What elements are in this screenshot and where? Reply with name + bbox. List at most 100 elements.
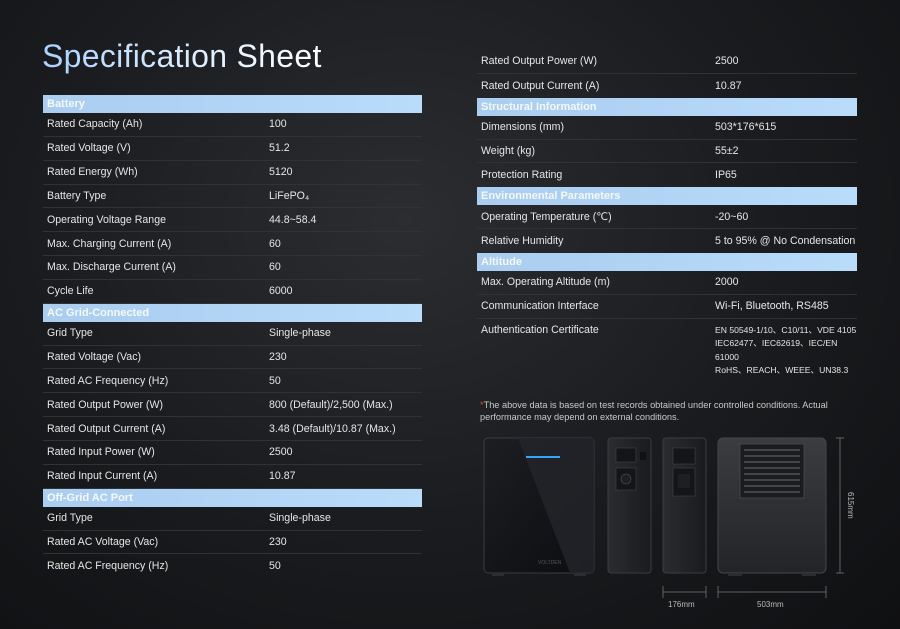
spec-label: Rated AC Frequency (Hz) <box>47 374 169 387</box>
spec-row: Relative Humidity 5 to 95% @ No Condensat… <box>477 229 857 253</box>
spec-label: Protection Rating <box>481 169 563 182</box>
depth-dimension: 176mm <box>662 586 707 609</box>
note-text: The above data is based on test records … <box>480 400 828 422</box>
spec-row: Rated Output Power (W) 800 (Default)/2,50… <box>43 393 422 418</box>
spec-label: Rated Output Power (W) <box>47 398 163 411</box>
spec-row: Protection Rating IP65 <box>477 163 857 187</box>
spec-row: Dimensions (mm) 503*176*615 <box>477 116 857 140</box>
spec-label: Rated Energy (Wh) <box>47 166 138 179</box>
spec-value: 503*176*615 <box>715 121 777 134</box>
spec-row: Cycle Life 6000 <box>43 280 422 304</box>
certificate-line: EN 50549-1/10、C10/11、VDE 4105 <box>715 324 857 335</box>
spec-value: 50 <box>269 560 281 573</box>
spec-label: Max. Operating Altitude (m) <box>481 276 610 289</box>
spec-row: Rated Output Current (A) 3.48 (Default)/1… <box>43 417 422 441</box>
spec-row: Rated Voltage (Vac) 230 <box>43 346 422 370</box>
certificate-list: EN 50549-1/10、C10/11、VDE 4105 IEC62477、I… <box>715 324 857 378</box>
spec-label: Battery Type <box>47 189 107 202</box>
spec-row: Max. Charging Current (A) 60 <box>43 232 422 257</box>
spec-row: Grid Type Single-phase <box>43 322 422 346</box>
page-title: Specification Sheet <box>42 38 322 74</box>
note-asterisk: * <box>480 400 484 410</box>
spec-label: Rated Output Current (A) <box>47 422 166 435</box>
spec-row: Communication Interface Wi-Fi, Bluetooth,… <box>477 295 857 319</box>
spec-value: LiFePO₄ <box>269 189 310 202</box>
spec-value: 100 <box>269 118 287 131</box>
section-header-environmental: Environmental Parameters <box>477 187 857 206</box>
spec-label: Grid Type <box>47 512 93 525</box>
width-dimension: 503mm <box>717 586 827 609</box>
spec-label: Rated AC Frequency (Hz) <box>47 560 169 573</box>
spec-row: Rated Voltage (V) 51.2 <box>43 137 422 161</box>
spec-label: Cycle Life <box>47 285 94 298</box>
spec-value: 10.87 <box>269 470 296 483</box>
section-header-battery: Battery <box>43 95 422 113</box>
spec-value: 230 <box>269 535 287 548</box>
section-header-off-grid: Off-Grid AC Port <box>43 488 422 507</box>
spec-value: 51.2 <box>269 142 290 155</box>
spec-row: Rated Input Current (A) 10.87 <box>43 465 422 489</box>
spec-value: 60 <box>269 237 281 250</box>
spec-label: Relative Humidity <box>481 234 564 247</box>
height-dimension: 615mm <box>836 437 855 574</box>
spec-label: Rated AC Voltage (Vac) <box>47 535 159 548</box>
brand-logo: VOLTDEN <box>538 560 562 566</box>
spec-value: 5 to 95% @ No Condensation <box>715 234 856 247</box>
back-view-unit <box>717 437 827 576</box>
spec-label: Rated Input Power (W) <box>47 446 155 459</box>
spec-value: 50 <box>269 374 281 387</box>
product-illustration: VOLTDEN 615mm <box>483 437 855 609</box>
spec-label: Max. Charging Current (A) <box>47 237 172 250</box>
spec-row: Weight (kg) 55±2 <box>477 140 857 164</box>
spec-row: Max. Discharge Current (A) 60 <box>43 256 422 280</box>
section-header-altitude: Altitude <box>477 252 857 271</box>
spec-value: 6000 <box>269 285 293 298</box>
spec-row: Grid Type Single-phase <box>43 507 422 531</box>
spec-label: Rated Capacity (Ah) <box>47 118 143 131</box>
right-spec-column: Rated Output Power (W) 2500 Rated Output … <box>477 50 857 375</box>
certificate-line: IEC62477、IEC62619、IEC/EN 61000 <box>715 338 838 362</box>
left-spec-column: Battery Rated Capacity (Ah) 100 Rated Vol… <box>43 95 422 578</box>
spec-value: 3.48 (Default)/10.87 (Max.) <box>269 422 396 435</box>
spec-value: Wi-Fi, Bluetooth, RS485 <box>715 300 829 313</box>
section-header-ac-grid: AC Grid-Connected <box>43 303 422 322</box>
spec-value: 55±2 <box>715 144 739 157</box>
spec-label: Rated Output Current (A) <box>481 79 600 92</box>
spec-value: 60 <box>269 261 281 274</box>
spec-row: Operating Voltage Range 44.8~58.4 <box>43 208 422 233</box>
spec-value: 44.8~58.4 <box>269 213 317 226</box>
spec-label: Rated Output Power (W) <box>481 55 597 68</box>
spec-row: Battery Type LiFePO₄ <box>43 185 422 209</box>
spec-value: 2000 <box>715 276 739 289</box>
depth-label: 176mm <box>668 600 695 609</box>
spec-label: Dimensions (mm) <box>481 121 564 134</box>
width-label: 503mm <box>757 600 784 609</box>
spec-row: Rated Capacity (Ah) 100 <box>43 113 422 137</box>
certificate-line: RoHS、REACH、WEEE、UN38.3 <box>715 365 849 376</box>
spec-value: Single-phase <box>269 512 331 525</box>
spec-label: Weight (kg) <box>481 144 535 157</box>
spec-label: Operating Voltage Range <box>47 213 166 226</box>
spec-row: Rated AC Voltage (Vac) 230 <box>43 531 422 555</box>
side-view-unit-1 <box>607 437 652 574</box>
spec-label: Operating Temperature (℃) <box>481 210 612 223</box>
spec-label: Max. Discharge Current (A) <box>47 261 176 274</box>
spec-row: Rated AC Frequency (Hz) 50 <box>43 369 422 394</box>
spec-label: Rated Input Current (A) <box>47 470 158 483</box>
spec-value: 5120 <box>269 166 293 179</box>
spec-label: Rated Voltage (V) <box>47 142 131 155</box>
spec-row: Rated Output Power (W) 2500 <box>477 50 857 74</box>
spec-row: Operating Temperature (℃) -20~60 <box>477 205 857 230</box>
spec-value: 10.87 <box>715 79 742 92</box>
spec-value: 800 (Default)/2,500 (Max.) <box>269 398 393 411</box>
spec-label: Authentication Certificate <box>481 323 599 336</box>
spec-row: Rated Energy (Wh) 5120 <box>43 161 422 185</box>
spec-value: 230 <box>269 351 287 364</box>
disclaimer-note: *The above data is based on test records… <box>480 400 860 423</box>
front-view-unit: VOLTDEN <box>483 437 595 576</box>
section-header-structural: Structural Information <box>477 97 857 116</box>
side-view-unit-2 <box>662 437 707 574</box>
status-led-bar <box>526 456 560 458</box>
spec-label: Rated Voltage (Vac) <box>47 351 142 364</box>
height-label: 615mm <box>846 492 855 519</box>
